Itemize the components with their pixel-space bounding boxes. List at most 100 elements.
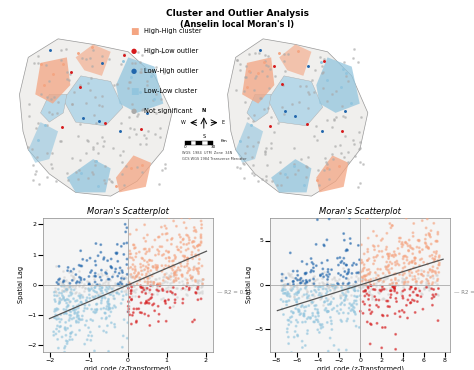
Point [341,285,348,290]
Point [371,287,379,293]
Point [298,304,305,310]
Point [319,324,327,330]
Point [33,154,41,160]
Point [406,259,414,265]
Point [317,284,325,290]
Point [345,310,352,316]
Point [169,258,176,264]
Point [379,286,386,292]
Point [413,269,420,275]
Point [107,309,115,315]
Point [79,256,87,262]
Point [95,282,103,287]
Point [193,266,201,272]
Point [328,124,336,130]
Point [301,304,308,310]
Point [355,270,363,276]
Point [309,310,317,316]
Point [314,284,322,290]
Polygon shape [268,76,323,126]
Point [75,316,82,322]
Point [420,285,428,291]
Point [81,305,89,311]
Point [82,285,89,290]
Point [143,298,150,304]
Point [409,297,416,303]
Point [408,258,416,264]
Point [83,295,91,301]
Point [354,59,362,65]
Point [373,233,381,239]
Point [100,138,108,144]
Point [308,259,316,265]
Point [279,286,287,292]
Point [183,263,191,269]
Point [57,316,65,322]
Point [60,278,68,284]
Point [355,284,363,290]
Point [286,286,293,292]
Point [30,60,38,66]
Point [189,274,196,280]
Point [125,303,133,309]
Point [92,293,100,299]
Point [394,277,401,283]
Point [64,341,71,347]
Point [417,268,424,273]
Point [422,281,430,287]
Point [196,242,204,248]
Point [392,332,400,337]
Point [398,271,406,277]
Point [163,248,170,254]
Point [85,302,93,308]
Point [99,280,107,286]
Bar [196,141,202,145]
Point [328,318,335,324]
Point [284,51,292,57]
Point [97,242,105,248]
Point [410,258,418,263]
Point [139,263,147,269]
Point [143,249,151,255]
Point [403,241,411,247]
Point [323,272,330,278]
Point [91,258,99,264]
Point [152,64,160,70]
Point [392,262,400,268]
Point [356,159,364,165]
Point [65,317,73,323]
Point [150,301,158,307]
Point [74,305,82,311]
Point [52,299,59,305]
Point [111,280,119,286]
Point [383,298,391,304]
Point [248,154,255,160]
Point [236,61,244,67]
Point [320,285,328,290]
Point [399,242,407,248]
Point [75,302,83,308]
Point [97,293,104,299]
Point [286,293,293,299]
Point [408,245,416,251]
Point [279,277,286,283]
Point [105,56,112,62]
Point [369,243,377,249]
Point [418,271,425,277]
Point [140,246,148,252]
Point [356,296,364,302]
Point [301,182,308,188]
Point [284,317,292,323]
Point [429,273,437,279]
Point [163,275,171,280]
Point [352,311,359,317]
Text: Low-High outlier: Low-High outlier [144,68,198,74]
Point [155,281,162,287]
Point [144,281,152,287]
Point [292,112,299,118]
Point [127,165,135,171]
Point [302,283,310,289]
Point [99,295,106,300]
Point [165,263,173,269]
Point [163,285,170,290]
